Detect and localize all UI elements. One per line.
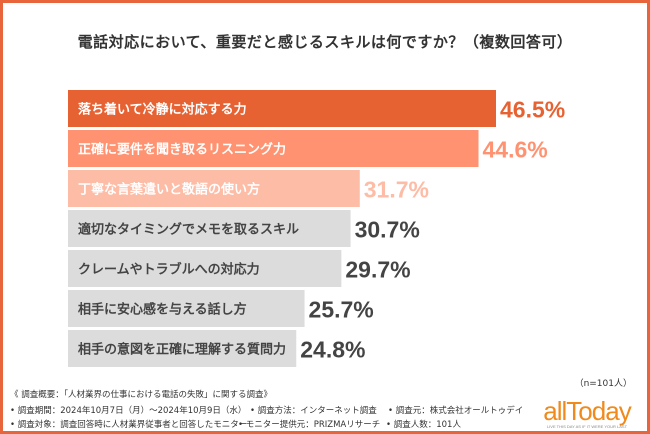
survey-target: • 調査対象：調査回答時に人材業界従事者と回答したモニター bbox=[10, 420, 248, 430]
category-label: 適切なタイミングでメモを取るスキル bbox=[78, 222, 299, 238]
value-label: 29.7% bbox=[345, 257, 410, 283]
logo-tagline: LIVE THIS DAY AS IF IT WERE YOUR LAST bbox=[547, 424, 628, 429]
survey-period: • 調査期間：2024年10月7日（月）～2024年10月9日（水） bbox=[10, 406, 247, 416]
survey-provider: • モニター提供元：PRIZMAリサーチ bbox=[238, 420, 381, 430]
bar bbox=[68, 330, 297, 367]
value-label: 44.6% bbox=[483, 137, 548, 163]
bar bbox=[68, 210, 351, 247]
survey-heading: 《 調査概要：「人材業界の仕事における電話の失敗」に関する調査》 bbox=[10, 390, 272, 400]
category-label: 落ち着いて冷静に対応する力 bbox=[78, 102, 247, 118]
bar bbox=[68, 290, 305, 327]
value-label: 25.7% bbox=[309, 297, 374, 323]
alltoday-logo: allToday LIVE THIS DAY AS IF IT WERE YOU… bbox=[543, 396, 632, 429]
survey-count: • 調査人数：101人 bbox=[386, 420, 461, 430]
chart-title: 電話対応において、重要だと感じるスキルは何ですか？（複数回答可） bbox=[77, 33, 573, 51]
bar bbox=[68, 170, 360, 207]
bar bbox=[68, 250, 342, 287]
bar bbox=[68, 130, 479, 167]
bar bbox=[68, 90, 496, 127]
value-label: 31.7% bbox=[364, 177, 429, 203]
category-label: 丁寧な言葉遣いと敬語の使い方 bbox=[78, 182, 260, 198]
sample-size: （n=101人） bbox=[574, 379, 632, 389]
survey-method: • 調査方法：インターネット調査 bbox=[250, 406, 377, 416]
category-label: 相手の意図を正確に理解する質問力 bbox=[78, 342, 286, 358]
category-label: 相手に安心感を与える話し方 bbox=[78, 302, 247, 318]
logo-text: allToday bbox=[543, 396, 631, 426]
survey-source: • 調査元：株式会社オールトゥデイ bbox=[388, 406, 524, 416]
value-label: 30.7% bbox=[355, 217, 420, 243]
value-label: 24.8% bbox=[300, 337, 365, 363]
value-label: 46.5% bbox=[500, 97, 565, 123]
category-label: クレームやトラブルへの対応力 bbox=[78, 262, 260, 278]
category-label: 正確に要件を聞き取るリスニング力 bbox=[78, 142, 286, 158]
